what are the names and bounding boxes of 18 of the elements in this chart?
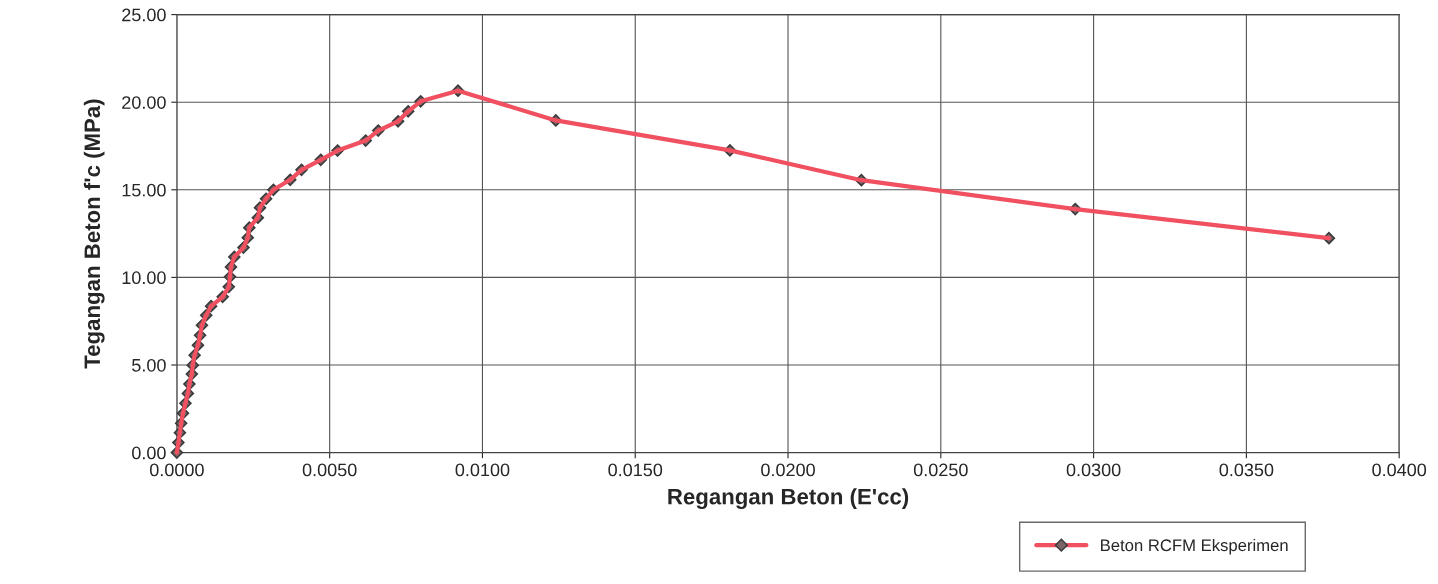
- x-axis-title: Regangan Beton (E'cc): [668, 488, 909, 509]
- y-tick-label: 20.00: [122, 96, 166, 109]
- x-tick-label: 0.0300: [1066, 463, 1121, 477]
- legend-label: Beton RCFM Eksperimen: [1101, 538, 1288, 555]
- x-tick-label: 0.0150: [608, 463, 663, 477]
- x-tick-label: 0.0350: [1219, 463, 1274, 477]
- y-tick-label: 25.00: [122, 8, 166, 22]
- x-tick-label: 0.0400: [1372, 463, 1427, 477]
- y-axis-title: Tegangan Beton f'c (MPa): [83, 99, 105, 369]
- y-tick-label: 15.00: [122, 183, 166, 197]
- y-tick-label: 0.00: [132, 446, 166, 460]
- x-tick-label: 0.0100: [455, 463, 510, 477]
- x-tick-label: 0.0250: [913, 463, 968, 477]
- y-tick-label: 10.00: [122, 271, 166, 285]
- y-tick-label: 5.00: [132, 358, 166, 372]
- x-tick-label: 0.0050: [302, 463, 357, 477]
- x-tick-label: 0.0200: [761, 463, 815, 477]
- x-tick-label: 0.0000: [149, 463, 204, 477]
